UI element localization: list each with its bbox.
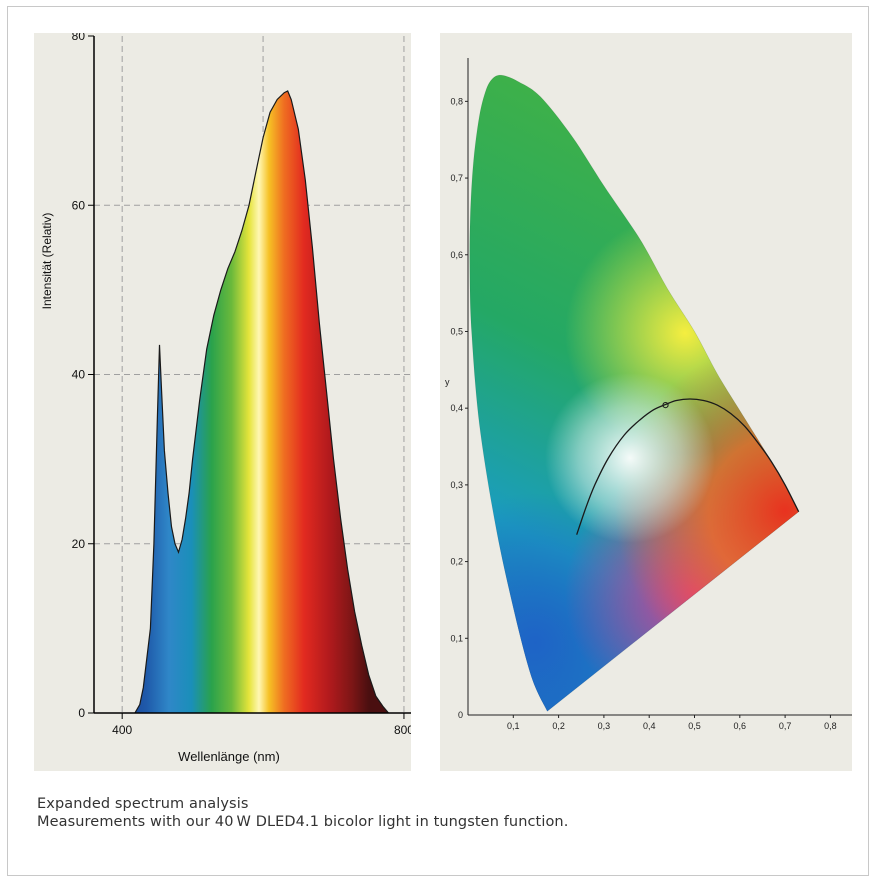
figure-caption: Expanded spectrum analysis Measurements … xyxy=(37,795,568,831)
cie-curves xyxy=(469,74,800,712)
spectrum-y-axis-label: Intensität (Relativ) xyxy=(40,213,54,310)
spectrum-x-ticks: 400 800 xyxy=(112,713,411,737)
cie-y-tick-label: 0,4 xyxy=(450,403,463,413)
spectral-locus-outline xyxy=(469,74,800,712)
spectrum-y-tick-label: 40 xyxy=(72,368,86,382)
spectrum-chart-panel: 0 20 40 60 80 400 800 Wellenlänge (nm) Intens… xyxy=(34,33,411,771)
spectrum-y-tick-label: 20 xyxy=(72,537,86,551)
cie-axes xyxy=(467,58,852,716)
spectrum-chart: 0 20 40 60 80 400 800 Wellenlänge (nm) Intens… xyxy=(40,33,411,764)
cie-y-tick-label: 0,1 xyxy=(450,633,463,643)
white-point-marker xyxy=(662,402,669,409)
cie-x-tick-label: 0,1 xyxy=(507,721,520,731)
cie-y-axis-label: y xyxy=(445,377,450,387)
spectrum-area-group xyxy=(134,90,389,714)
cie-x-tick-label: 0,8 xyxy=(824,721,837,731)
spectrum-area xyxy=(134,91,389,713)
cie-color-fill xyxy=(469,75,799,712)
cie-x-tick-label: 0,6 xyxy=(734,721,747,731)
spectrum-x-tick-label: 400 xyxy=(112,723,132,737)
cie-x-ticks: 0,1 0,2 0,3 0,4 0,5 0,6 0,7 0,8 xyxy=(507,715,837,731)
cie-y-tick-label: 0,2 xyxy=(450,557,463,567)
cie-y-tick-label: 0,3 xyxy=(450,480,463,490)
spectrum-y-tick-label: 80 xyxy=(72,33,86,43)
cie-y-tick-label: 0,8 xyxy=(450,96,463,106)
cie-origin-label: 0 xyxy=(458,710,463,720)
cie-y-tick-label: 0,5 xyxy=(450,326,463,336)
spectrum-y-tick-label: 0 xyxy=(78,706,85,720)
spectrum-outline xyxy=(134,90,389,714)
spectrum-y-tick-label: 60 xyxy=(72,198,86,212)
cie-y-tick-label: 0,7 xyxy=(450,173,463,183)
spectrum-x-tick-label: 800 xyxy=(394,723,411,737)
cie-y-tick-label: 0,6 xyxy=(450,250,463,260)
cie-chromaticity-diagram: 0,1 0,2 0,3 0,4 0,5 0,6 0,7 0,8 0,1 0,2 0,3 0,4 0,5… xyxy=(445,58,852,731)
cie-x-tick-label: 0,2 xyxy=(552,721,565,731)
spectrum-y-ticks: 0 20 40 60 80 xyxy=(72,33,94,720)
cie-x-tick-label: 0,5 xyxy=(688,721,701,731)
caption-title: Expanded spectrum analysis xyxy=(37,796,249,812)
spectrum-x-axis-label: Wellenlänge (nm) xyxy=(178,749,280,764)
cie-x-tick-label: 0,7 xyxy=(779,721,792,731)
cie-x-tick-label: 0,3 xyxy=(598,721,611,731)
caption-text: Measurements with our 40 W DLED4.1 bicol… xyxy=(37,814,569,830)
cie-y-ticks: 0,1 0,2 0,3 0,4 0,5 0,6 0,7 0,8 xyxy=(450,96,468,643)
planckian-locus-curve xyxy=(576,398,800,535)
cie-x-tick-label: 0,4 xyxy=(643,721,656,731)
cie-diagram-panel: 0,1 0,2 0,3 0,4 0,5 0,6 0,7 0,8 0,1 0,2 0,3 0,4 0,5… xyxy=(440,33,852,771)
